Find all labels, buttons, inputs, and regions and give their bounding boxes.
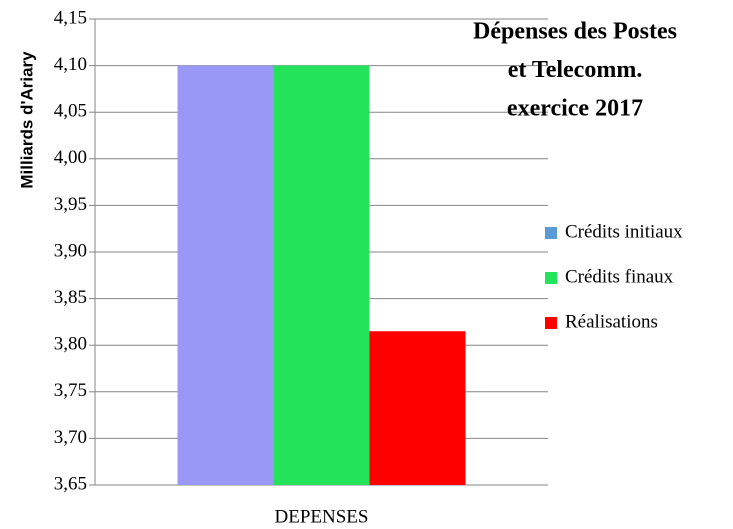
y-tick-label: 4,15 <box>54 7 87 28</box>
y-tick-label: 3,90 <box>54 240 87 261</box>
chart-title: Dépenses des Postes <box>473 19 677 45</box>
legend-label: Crédits finaux <box>565 266 674 287</box>
y-tick-label: 3,85 <box>54 287 87 308</box>
legend-swatch <box>545 272 557 284</box>
y-tick-label: 3,75 <box>54 380 87 401</box>
legend-swatch <box>545 227 557 239</box>
chart-title: et Telecomm. <box>508 57 643 83</box>
legend-label: Crédits initiaux <box>565 221 683 242</box>
y-tick-label: 4,00 <box>54 147 87 168</box>
bar <box>369 331 466 485</box>
y-tick-label: 3,95 <box>54 194 87 215</box>
y-tick-label: 4,10 <box>54 54 87 75</box>
bar <box>273 65 370 485</box>
legend-label: Réalisations <box>565 311 658 332</box>
chart-title: exercice 2017 <box>507 96 643 122</box>
bar <box>177 65 274 485</box>
x-tick-label: DEPENSES <box>275 506 369 527</box>
y-tick-label: 4,05 <box>54 101 87 122</box>
y-tick-label: 3,80 <box>54 334 87 355</box>
y-tick-label: 3,70 <box>54 427 87 448</box>
legend-swatch <box>545 317 557 329</box>
y-tick-label: 3,65 <box>54 473 87 494</box>
y-axis-label: Milliards d'Ariary <box>17 51 36 189</box>
